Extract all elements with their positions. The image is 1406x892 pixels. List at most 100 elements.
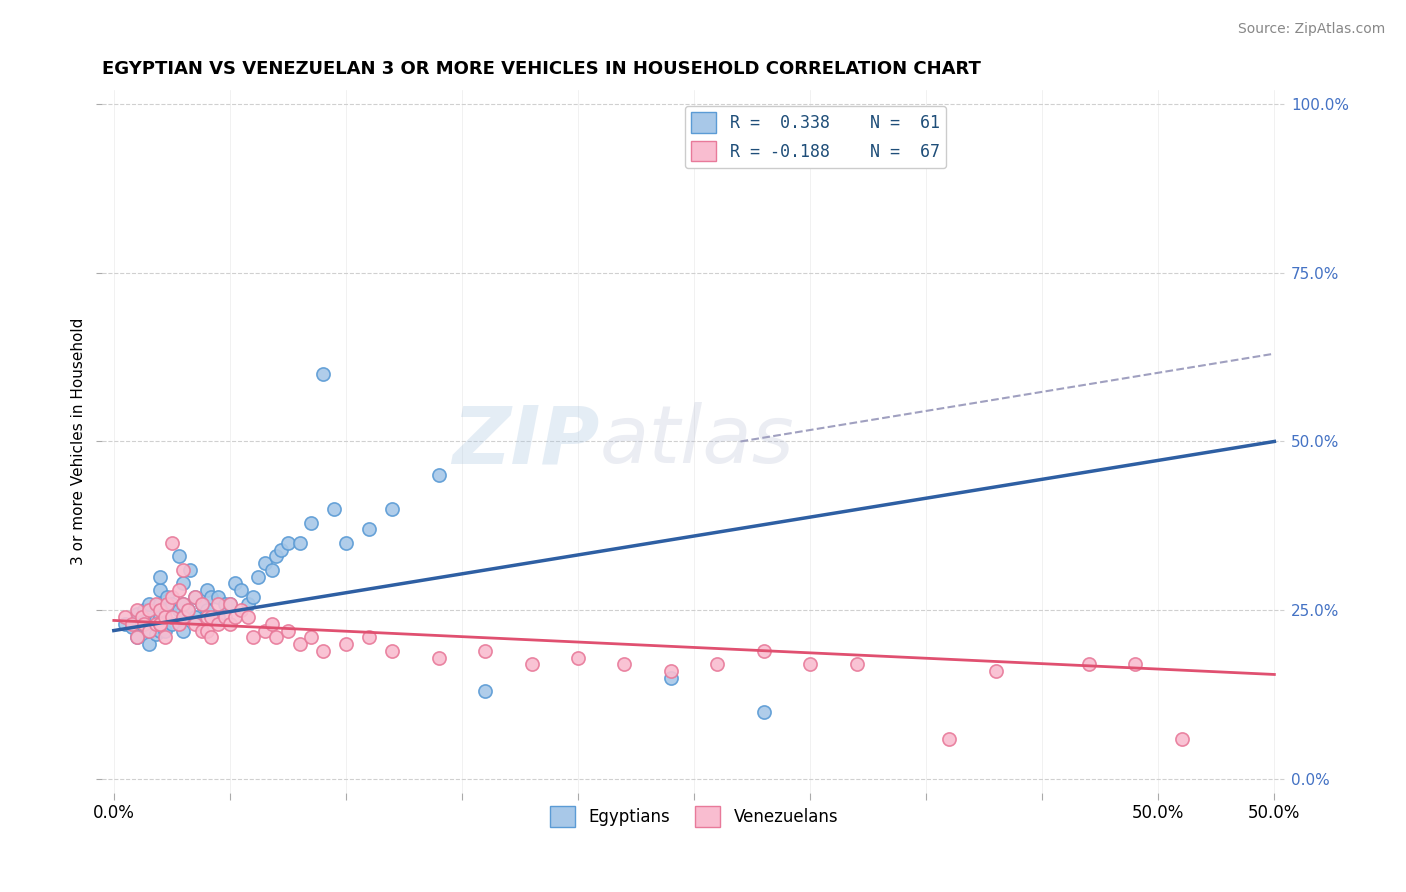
Point <box>207 616 229 631</box>
Point <box>520 657 543 672</box>
Point <box>153 624 176 638</box>
Point <box>172 563 194 577</box>
Point <box>277 624 299 638</box>
Point <box>125 607 148 621</box>
Point <box>260 616 283 631</box>
Point <box>266 549 288 564</box>
Point <box>381 644 404 658</box>
Point <box>752 644 775 658</box>
Point <box>172 597 194 611</box>
Point <box>659 671 682 685</box>
Point <box>231 603 253 617</box>
Point <box>149 597 172 611</box>
Point <box>231 582 253 597</box>
Point <box>131 610 153 624</box>
Text: Source: ZipAtlas.com: Source: ZipAtlas.com <box>1237 22 1385 37</box>
Point <box>312 367 335 381</box>
Text: atlas: atlas <box>599 402 794 481</box>
Point <box>207 590 229 604</box>
Point <box>1123 657 1146 672</box>
Point <box>299 516 322 530</box>
Point <box>149 582 172 597</box>
Point <box>153 603 176 617</box>
Point <box>177 603 200 617</box>
Point <box>270 542 292 557</box>
Y-axis label: 3 or more Vehicles in Household: 3 or more Vehicles in Household <box>72 318 86 566</box>
Point <box>266 630 288 644</box>
Point <box>172 576 194 591</box>
Point <box>335 535 357 549</box>
Point <box>149 624 172 638</box>
Point <box>184 590 207 604</box>
Point <box>145 597 167 611</box>
Point <box>238 610 260 624</box>
Point <box>114 610 136 624</box>
Point <box>125 630 148 644</box>
Point <box>138 624 160 638</box>
Point <box>323 502 346 516</box>
Point <box>706 657 728 672</box>
Point <box>156 590 179 604</box>
Point <box>167 603 190 617</box>
Point <box>238 597 260 611</box>
Point <box>160 597 183 611</box>
Point <box>613 657 636 672</box>
Text: ZIP: ZIP <box>451 402 599 481</box>
Point <box>145 614 167 628</box>
Point <box>138 610 160 624</box>
Point <box>172 597 194 611</box>
Point <box>172 624 194 638</box>
Point <box>260 563 283 577</box>
Point <box>253 624 276 638</box>
Point <box>984 664 1007 678</box>
Point <box>138 597 160 611</box>
Point <box>207 610 229 624</box>
Point <box>132 603 155 617</box>
Point <box>172 610 194 624</box>
Point <box>138 603 160 617</box>
Text: EGYPTIAN VS VENEZUELAN 3 OR MORE VEHICLES IN HOUSEHOLD CORRELATION CHART: EGYPTIAN VS VENEZUELAN 3 OR MORE VEHICLE… <box>103 60 981 78</box>
Point <box>153 610 176 624</box>
Point <box>242 590 264 604</box>
Point <box>138 637 160 651</box>
Point <box>167 582 190 597</box>
Point <box>752 705 775 719</box>
Point <box>138 624 160 638</box>
Point <box>207 597 229 611</box>
Point <box>132 616 155 631</box>
Point <box>1077 657 1099 672</box>
Point <box>179 563 201 577</box>
Point <box>474 644 496 658</box>
Point <box>845 657 868 672</box>
Point <box>218 597 240 611</box>
Point <box>1170 731 1192 746</box>
Point <box>191 597 214 611</box>
Point <box>200 610 222 624</box>
Point <box>312 644 335 658</box>
Point <box>218 597 240 611</box>
Point <box>474 684 496 698</box>
Point <box>427 468 450 483</box>
Point <box>195 603 218 617</box>
Point <box>125 630 148 644</box>
Point <box>149 569 172 583</box>
Point <box>184 610 207 624</box>
Point <box>167 616 190 631</box>
Point <box>253 556 276 570</box>
Legend: Egyptians, Venezuelans: Egyptians, Venezuelans <box>543 800 845 833</box>
Point <box>177 603 200 617</box>
Point <box>214 597 236 611</box>
Point <box>172 610 194 624</box>
Point <box>149 616 172 631</box>
Point <box>184 616 207 631</box>
Point <box>938 731 960 746</box>
Point <box>145 616 167 631</box>
Point <box>246 569 269 583</box>
Point <box>156 597 179 611</box>
Point <box>195 610 218 624</box>
Point <box>167 549 190 564</box>
Point <box>288 535 311 549</box>
Point <box>153 630 176 644</box>
Point <box>131 616 153 631</box>
Point <box>299 630 322 644</box>
